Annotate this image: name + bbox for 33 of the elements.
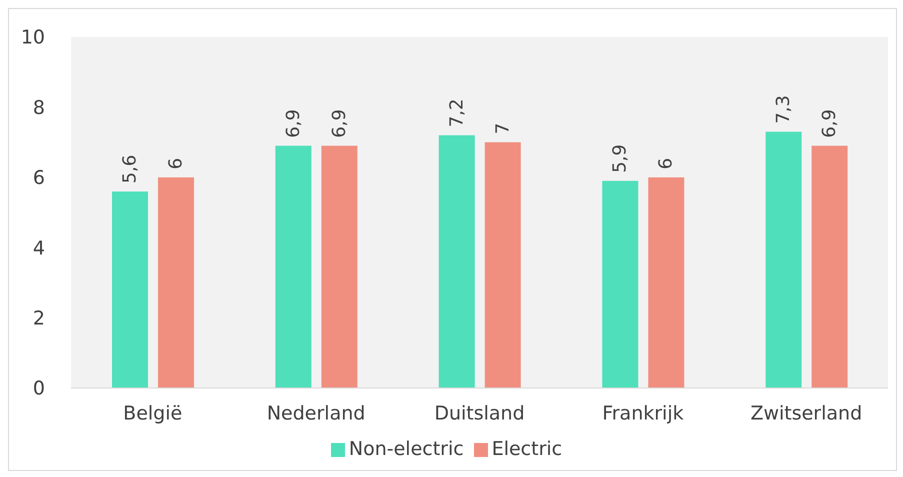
y-tick-label: 0 <box>32 378 45 400</box>
data-label: 6,9 <box>819 109 840 138</box>
x-tick-label: Duitsland <box>434 402 525 424</box>
data-label: 7 <box>492 122 514 134</box>
bar <box>438 135 475 388</box>
bar <box>158 177 194 388</box>
bar <box>766 132 802 388</box>
data-label: 6,9 <box>328 109 350 138</box>
data-label: 6 <box>656 158 677 170</box>
data-label: 5,6 <box>120 154 140 184</box>
x-tick-label: Nederland <box>266 402 366 424</box>
data-label: 6 <box>166 158 186 170</box>
y-tick-label: 2 <box>32 308 45 330</box>
data-label: 5,9 <box>610 144 631 173</box>
x-tick-label: Frankrijk <box>602 402 684 424</box>
x-tick-label: Zwitserland <box>750 402 862 424</box>
x-tick-label: België <box>123 402 182 424</box>
y-tick-label: 8 <box>32 96 45 119</box>
legend-label: Non-electric <box>348 438 464 460</box>
bar <box>112 191 148 388</box>
y-tick-label: 6 <box>32 167 45 190</box>
bar <box>321 146 358 388</box>
data-label: 6,9 <box>282 109 304 138</box>
bar <box>648 177 684 388</box>
bar <box>602 180 638 388</box>
legend-label: Electric <box>492 438 562 460</box>
bar <box>275 146 312 388</box>
bar <box>484 142 521 388</box>
y-tick-label: 10 <box>20 26 45 49</box>
y-tick-label: 4 <box>32 237 45 260</box>
data-label: 7,3 <box>773 95 794 124</box>
bar <box>812 146 848 388</box>
data-label: 7,2 <box>446 98 468 128</box>
